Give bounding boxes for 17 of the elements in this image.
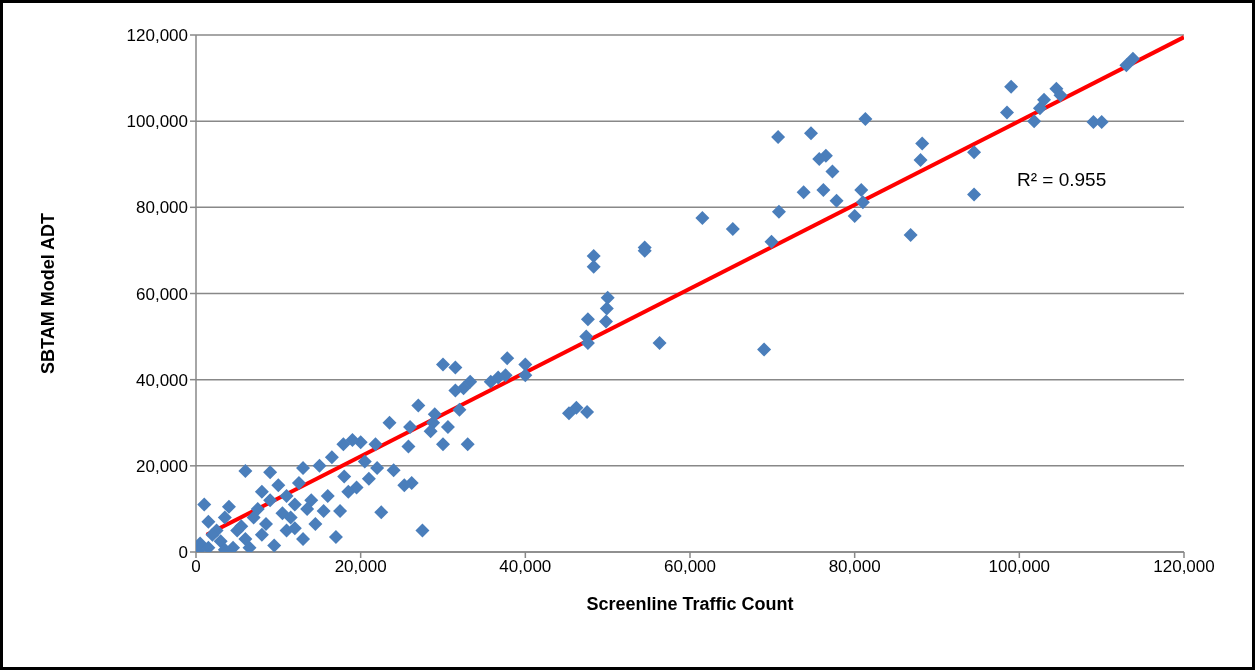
- y-tick-label: 0: [178, 543, 188, 563]
- x-tick-label: 0: [191, 557, 201, 577]
- x-tick-label: 60,000: [664, 557, 716, 577]
- x-tick-label: 40,000: [499, 557, 552, 577]
- x-tick-label: 100,000: [988, 557, 1051, 577]
- y-tick-label: 20,000: [136, 456, 188, 476]
- x-tick-label: 120,000: [1153, 557, 1215, 577]
- annotation: R² = 0.955: [1017, 169, 1107, 191]
- y-tick-label: 40,000: [136, 370, 188, 390]
- y-tick-label: 120,000: [126, 26, 188, 46]
- x-axis-title: Screenline Traffic Count: [586, 594, 794, 614]
- y-axis-title: SBTAM Model ADT: [38, 213, 59, 374]
- x-tick-label: 20,000: [334, 557, 387, 577]
- x-tick-label: 80,000: [828, 557, 881, 577]
- y-tick-label: 80,000: [136, 198, 188, 218]
- y-tick-label: 100,000: [126, 112, 188, 132]
- y-tick-label: 60,000: [136, 284, 188, 304]
